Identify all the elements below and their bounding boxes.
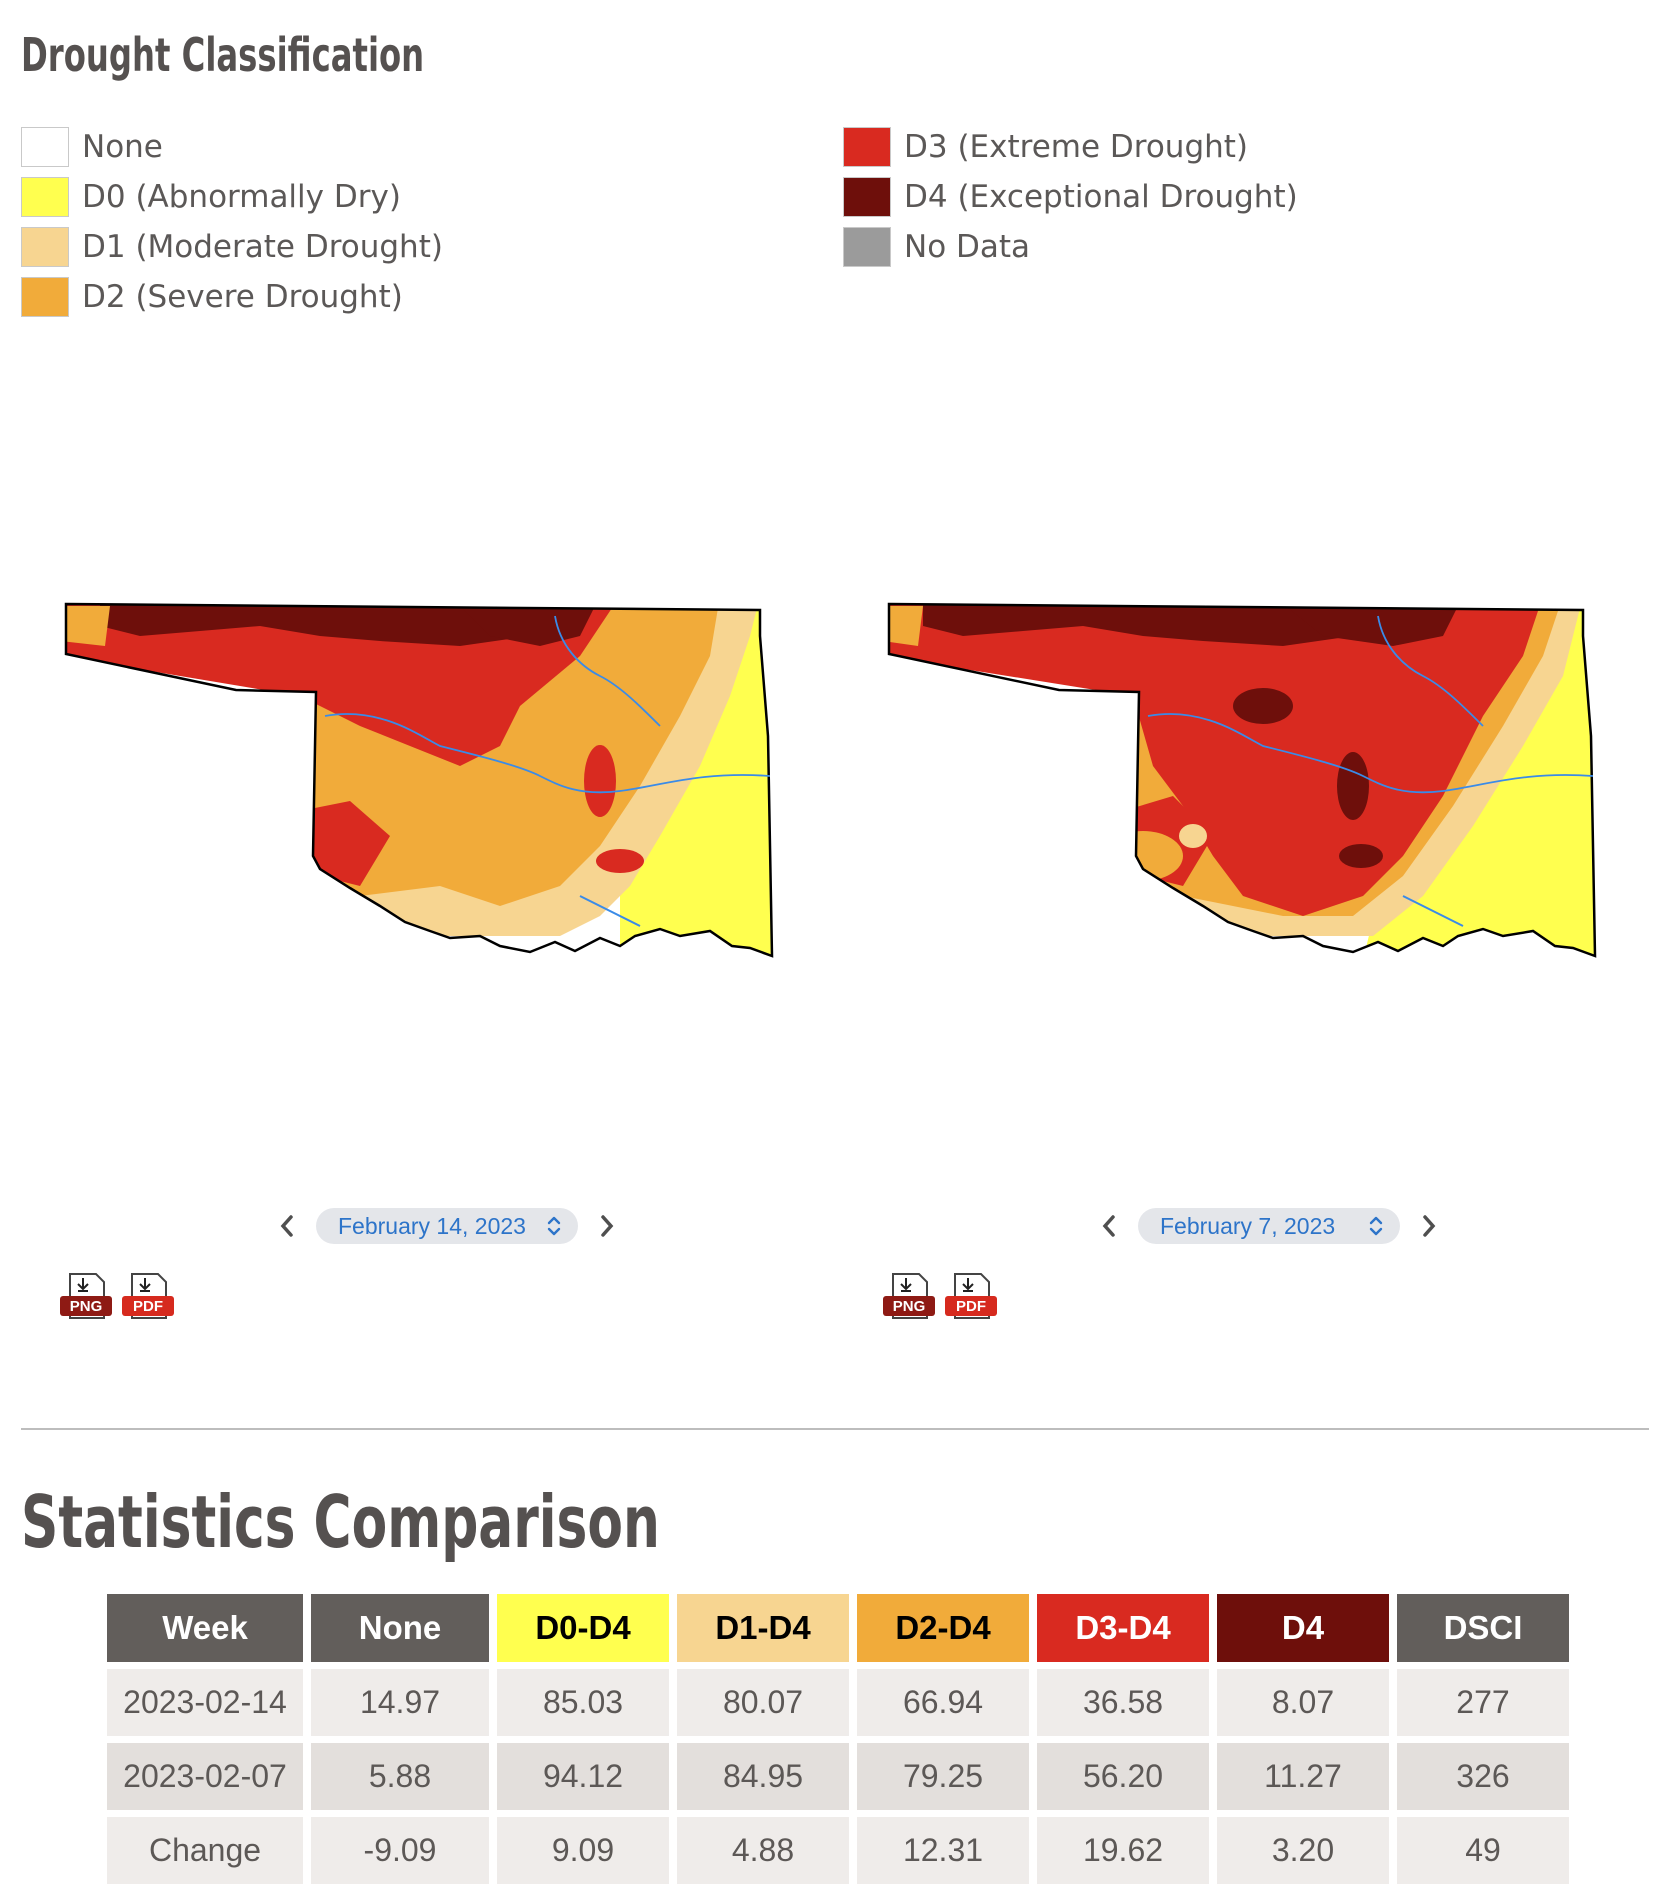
download-pdf-button[interactable]: PDF [122,1272,174,1320]
table-cell: Change [107,1817,303,1884]
download-png-button[interactable]: PNG [60,1272,112,1320]
statistics-table: Week None D0-D4 D1-D4 D2-D4 D3-D4 D4 DSC… [99,1587,1577,1891]
pdf-label: PDF [133,1298,163,1315]
column-header-d1-d4: D1-D4 [677,1594,849,1662]
chevron-left-icon [1102,1215,1115,1237]
table-row: Change -9.09 9.09 4.88 12.31 19.62 3.20 … [107,1817,1569,1884]
drought-classification-title: Drought Classification [21,28,425,82]
table-cell: 326 [1397,1743,1569,1810]
legend-item-no-data: No Data [843,222,1298,272]
pdf-label: PDF [956,1298,986,1315]
column-header-d0-d4: D0-D4 [497,1594,669,1662]
date-select-value: February 7, 2023 [1160,1212,1336,1239]
table-row: 2023-02-14 14.97 85.03 80.07 66.94 36.58… [107,1669,1569,1736]
table-cell: 80.07 [677,1669,849,1736]
table-cell: 5.88 [311,1743,489,1810]
table-header-row: Week None D0-D4 D1-D4 D2-D4 D3-D4 D4 DSC… [107,1594,1569,1662]
table-cell: -9.09 [311,1817,489,1884]
date-select[interactable]: February 14, 2023 [316,1208,578,1244]
legend-label: D4 (Exceptional Drought) [904,179,1298,215]
next-week-button[interactable] [1414,1211,1444,1241]
table-cell: 36.58 [1037,1669,1209,1736]
date-navigator: February 14, 2023 [272,1208,622,1244]
chevron-right-icon [1423,1215,1436,1237]
table-cell: 14.97 [311,1669,489,1736]
table-cell: 12.31 [857,1817,1029,1884]
legend-item-d4: D4 (Exceptional Drought) [843,172,1298,222]
legend-item-d2: D2 (Severe Drought) [21,272,443,322]
column-header-dsci: DSCI [1397,1594,1569,1662]
oklahoma-drought-map [887,602,1597,958]
legend-label: D3 (Extreme Drought) [904,129,1249,165]
table-cell: 277 [1397,1669,1569,1736]
legend-swatch [843,177,891,217]
table-cell: 56.20 [1037,1743,1209,1810]
legend-label: D0 (Abnormally Dry) [82,179,401,215]
column-header-d3-d4: D3-D4 [1037,1594,1209,1662]
column-header-d4: D4 [1217,1594,1389,1662]
legend-label: None [82,129,163,165]
oklahoma-drought-map [64,602,774,958]
table-cell: 79.25 [857,1743,1029,1810]
table-row: 2023-02-07 5.88 94.12 84.95 79.25 56.20 … [107,1743,1569,1810]
table-cell: 84.95 [677,1743,849,1810]
table-cell: 4.88 [677,1817,849,1884]
legend-swatch [21,127,69,167]
legend-swatch [21,277,69,317]
legend-column-right: D3 (Extreme Drought) D4 (Exceptional Dro… [843,122,1298,272]
table-cell: 9.09 [497,1817,669,1884]
pdf-download-icon: PDF [945,1273,997,1319]
section-divider [21,1428,1649,1430]
table-cell: 8.07 [1217,1669,1389,1736]
legend-label: D1 (Moderate Drought) [82,229,443,265]
png-label: PNG [70,1298,103,1315]
table-cell: 49 [1397,1817,1569,1884]
legend-item-d3: D3 (Extreme Drought) [843,122,1298,172]
legend-item-d0: D0 (Abnormally Dry) [21,172,443,222]
select-updown-icon [547,1216,561,1236]
legend-item-d1: D1 (Moderate Drought) [21,222,443,272]
table-cell: 66.94 [857,1669,1029,1736]
download-png-button[interactable]: PNG [883,1272,935,1320]
png-label: PNG [893,1298,926,1315]
download-links: PNG PDF [60,1272,174,1320]
pdf-download-icon: PDF [122,1273,174,1319]
legend-label: No Data [904,229,1031,265]
statistics-comparison-title: Statistics Comparison [21,1480,660,1564]
table-cell: 11.27 [1217,1743,1389,1810]
png-download-icon: PNG [883,1273,935,1319]
legend-column-left: None D0 (Abnormally Dry) D1 (Moderate Dr… [21,122,443,322]
next-week-button[interactable] [592,1211,622,1241]
chevron-left-icon [280,1215,293,1237]
table-cell: 2023-02-07 [107,1743,303,1810]
date-select[interactable]: February 7, 2023 [1138,1208,1400,1244]
legend-label: D2 (Severe Drought) [82,279,403,315]
legend-item-none: None [21,122,443,172]
table-cell: 2023-02-14 [107,1669,303,1736]
previous-week-button[interactable] [272,1211,302,1241]
legend-swatch [21,177,69,217]
date-select-value: February 14, 2023 [338,1212,526,1239]
select-updown-icon [1369,1216,1383,1236]
column-header-week: Week [107,1594,303,1662]
previous-week-button[interactable] [1094,1211,1124,1241]
legend-swatch [843,227,891,267]
column-header-d2-d4: D2-D4 [857,1594,1029,1662]
table-cell: 85.03 [497,1669,669,1736]
date-navigator: February 7, 2023 [1094,1208,1444,1244]
table-cell: 19.62 [1037,1817,1209,1884]
table-cell: 94.12 [497,1743,669,1810]
png-download-icon: PNG [60,1273,112,1319]
chevron-right-icon [601,1215,614,1237]
column-header-none: None [311,1594,489,1662]
download-links: PNG PDF [883,1272,997,1320]
legend-swatch [21,227,69,267]
legend-swatch [843,127,891,167]
download-pdf-button[interactable]: PDF [945,1272,997,1320]
table-cell: 3.20 [1217,1817,1389,1884]
